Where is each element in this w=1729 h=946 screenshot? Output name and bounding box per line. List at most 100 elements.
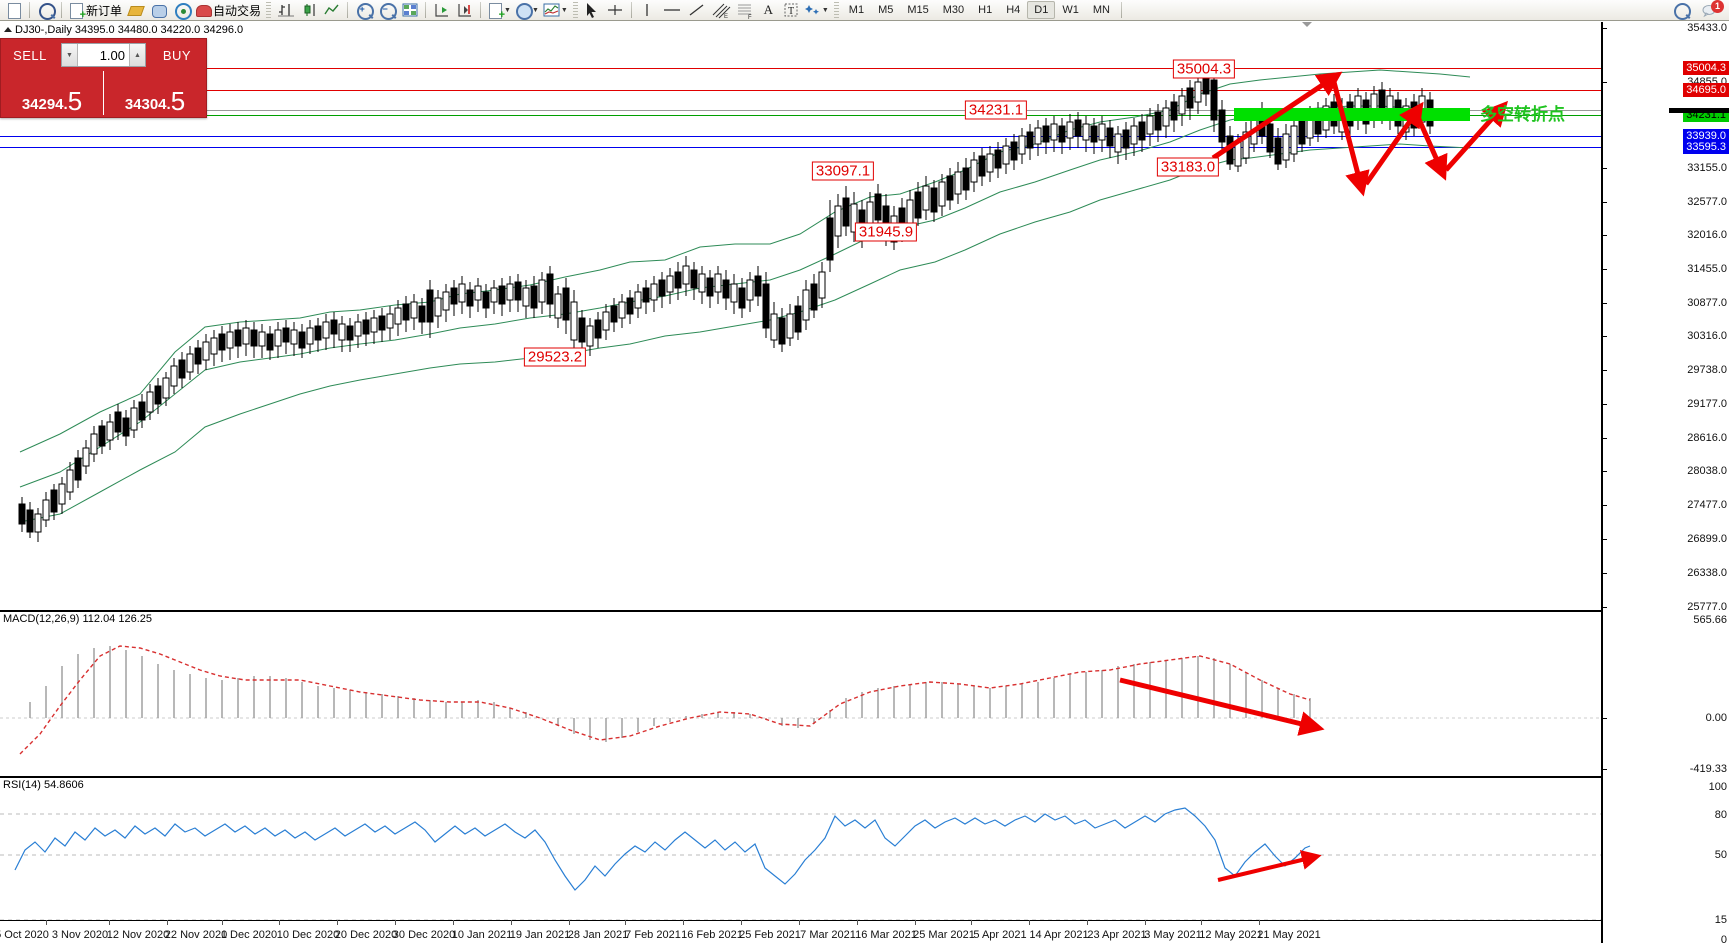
trade-prices-row: 34294.5 34304.5	[1, 71, 206, 115]
svg-text:E: E	[724, 14, 728, 19]
buy-price[interactable]: 34304.5	[103, 71, 206, 115]
rsi-tick: 80	[1715, 809, 1727, 821]
date-label: 16 Mar 2021	[855, 929, 917, 941]
toolbar-grip[interactable]	[834, 2, 839, 18]
timeframe-m5[interactable]: M5	[871, 1, 900, 19]
timeframe-m1[interactable]: M1	[842, 1, 871, 19]
line-chart-icon[interactable]	[320, 1, 343, 20]
macd-tick: 0.00	[1706, 712, 1727, 724]
sell-button[interactable]: SELL	[1, 39, 59, 71]
collapse-icon[interactable]	[4, 27, 12, 32]
timeframe-w1[interactable]: W1	[1055, 1, 1086, 19]
highlight-zone	[1234, 108, 1470, 121]
templates-icon[interactable]: ▼	[541, 1, 570, 20]
scroll-end-icon[interactable]	[453, 1, 476, 20]
one-click-trade-panel[interactable]: SELL ▼ 1.00 ▲ BUY 34294.5 34304.5	[0, 38, 207, 118]
axis-tick	[1603, 471, 1607, 472]
date-label: 23 Apr 2021	[1087, 929, 1146, 941]
autotrade-icon[interactable]: 自动交易	[193, 1, 263, 20]
date-label: 25 Feb 2021	[739, 929, 801, 941]
timeframe-m30[interactable]: M30	[936, 1, 971, 19]
label-icon[interactable]: T	[780, 1, 803, 20]
chevron-down-icon[interactable]: ▼	[504, 7, 511, 14]
date-tick	[279, 920, 280, 925]
date-label: 5 Apr 2021	[973, 929, 1026, 941]
alert-icon[interactable]: 1	[1698, 1, 1721, 20]
indicators-icon[interactable]: +▼	[485, 1, 513, 20]
symbol-ohlc-text: DJ30-,Daily 34395.0 34480.0 34220.0 3429…	[15, 24, 243, 36]
date-tick	[395, 920, 396, 925]
text-icon[interactable]: A	[757, 1, 780, 20]
fibonacci-icon[interactable]: F	[733, 1, 757, 20]
price-tick: 35433.0	[1687, 22, 1727, 34]
price-axis[interactable]: 35433.0 34855.0 34276.0 33716.0 33155.0 …	[1601, 22, 1729, 943]
objects-icon[interactable]: ▼	[803, 1, 831, 20]
date-tick	[799, 920, 800, 925]
chart-workspace[interactable]: DJ30-,Daily 34395.0 34480.0 34220.0 3429…	[0, 22, 1729, 943]
search-chart-icon[interactable]	[34, 1, 57, 20]
signals-icon[interactable]	[170, 1, 193, 20]
rsi-series	[0, 780, 1601, 943]
date-label: 12 Nov 2020	[107, 929, 169, 941]
annotation-29523: 29523.2	[524, 348, 586, 367]
cursor-icon[interactable]	[581, 1, 604, 20]
timeframe-d1[interactable]: D1	[1027, 1, 1055, 19]
price-tick: 33155.0	[1687, 162, 1727, 174]
level-line-33595	[0, 147, 1601, 148]
timeframe-m15[interactable]: M15	[900, 1, 935, 19]
bar-chart-icon[interactable]	[274, 1, 297, 20]
axis-tick	[1603, 573, 1607, 574]
sell-price[interactable]: 34294.5	[1, 71, 103, 115]
timeframe-mn[interactable]: MN	[1086, 1, 1117, 19]
date-label: 12 May 2021	[1199, 929, 1263, 941]
volume-stepper[interactable]: ▼ 1.00 ▲	[61, 43, 146, 67]
annotation-35004: 35004.3	[1173, 60, 1235, 79]
chart-window[interactable]: DJ30-,Daily 34395.0 34480.0 34220.0 3429…	[0, 22, 1729, 943]
toolbar-grip[interactable]	[573, 2, 578, 18]
price-tick: 31455.0	[1687, 263, 1727, 275]
date-label: 22 Nov 2020	[165, 929, 227, 941]
price-tick: 28616.0	[1687, 432, 1727, 444]
zoom-in-icon[interactable]: +	[352, 1, 375, 20]
new-order-button[interactable]: + 新订单	[66, 1, 124, 20]
chevron-down-icon[interactable]: ▼	[532, 7, 539, 14]
date-tick	[1087, 920, 1088, 925]
date-tick	[857, 920, 858, 925]
buy-button[interactable]: BUY	[148, 39, 206, 71]
horizontal-line-icon[interactable]	[659, 1, 685, 20]
axis-tick	[1603, 539, 1607, 540]
volume-decrement[interactable]: ▼	[62, 44, 78, 66]
date-tick	[1029, 920, 1030, 925]
volume-input[interactable]: 1.00	[78, 48, 129, 63]
document-icon[interactable]	[2, 1, 25, 20]
search-icon[interactable]	[1669, 1, 1692, 20]
volume-increment[interactable]: ▲	[129, 44, 145, 66]
axis-tick	[1603, 505, 1607, 506]
chevron-down-icon[interactable]: ▼	[561, 7, 568, 14]
date-tick	[1201, 920, 1202, 925]
chevron-down-icon[interactable]: ▼	[822, 7, 829, 14]
price-tick: 25777.0	[1687, 601, 1727, 613]
grid-icon[interactable]	[398, 1, 421, 20]
zoom-out-icon[interactable]: −	[375, 1, 398, 20]
terminal-icon[interactable]	[147, 1, 170, 20]
price-plot-area[interactable]: DJ30-,Daily 34395.0 34480.0 34220.0 3429…	[0, 22, 1601, 943]
scroll-indicator-icon[interactable]	[1300, 22, 1314, 27]
date-tick	[109, 920, 110, 925]
rsi-tick: 0	[1721, 934, 1727, 946]
buy-price-fraction: 5	[171, 89, 185, 113]
date-tick	[222, 920, 223, 925]
periods-icon[interactable]: ▼	[513, 1, 541, 20]
timeframe-h1[interactable]: H1	[971, 1, 999, 19]
crosshair-icon[interactable]	[604, 1, 627, 20]
vertical-line-icon[interactable]	[636, 1, 659, 20]
shift-chart-icon[interactable]	[430, 1, 453, 20]
candlestick-chart-icon[interactable]	[297, 1, 320, 20]
price-tag-33595: 33595.3	[1683, 140, 1729, 154]
timeframe-h4[interactable]: H4	[999, 1, 1027, 19]
equidistant-channel-icon[interactable]: E	[709, 1, 733, 20]
trendline-icon[interactable]	[685, 1, 709, 20]
toolbar-grip[interactable]	[266, 2, 271, 18]
sell-price-integer: 34294	[22, 96, 64, 113]
diamond-icon[interactable]	[124, 1, 147, 20]
